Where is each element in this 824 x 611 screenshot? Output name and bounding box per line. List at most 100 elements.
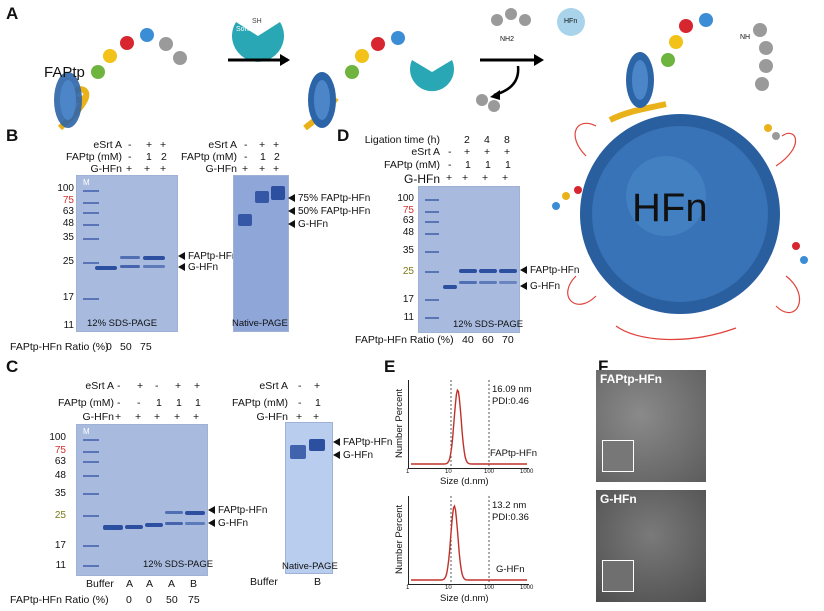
gly-chain-top <box>491 8 585 36</box>
c-ratio-2: 50 <box>166 594 178 606</box>
panel-letter-e: E <box>384 357 396 376</box>
bn-val-2-1: + <box>259 163 266 175</box>
c-val-1-2: 1 <box>156 397 162 409</box>
d-val-2-0: 1 <box>465 159 471 171</box>
b-mw-11: 11 <box>63 320 74 331</box>
residue-chain-1 <box>91 28 187 79</box>
d-row-label-faptp: FAPtp (mM) <box>383 159 440 171</box>
bn-band-75 <box>271 186 285 200</box>
c-band-lane4-top <box>165 511 183 514</box>
c-row-label-faptp: FAPtp (mM) <box>57 397 114 409</box>
c-band-lane5-bot <box>185 522 205 525</box>
b-sds-caption: 12% SDS-PAGE <box>87 318 158 329</box>
reaction-arrow-2 <box>480 54 544 66</box>
b-mw-100: 100 <box>57 183 74 194</box>
bn-val-1-2: 2 <box>274 151 280 163</box>
cn-row-label-esrt: eSrt A <box>259 380 288 392</box>
e-bottom-tick-100: 100 <box>484 585 495 591</box>
d-band-lane4-bot <box>499 281 517 284</box>
panel-letter-f: F <box>598 357 609 376</box>
c-val-1-0: - <box>117 397 121 409</box>
b-band-faptp-lane2 <box>120 256 140 259</box>
b-val-2-1: + <box>144 163 151 175</box>
d-band-lane2-bot <box>459 281 477 284</box>
f-bottom-em: G-HFn <box>596 490 706 602</box>
e-top-name: FAPtp-HFn <box>490 448 537 459</box>
b-band-ghfn-lane2 <box>120 265 140 268</box>
c-arrow-faptp: FAPtp-HFn <box>208 505 267 516</box>
e-top-ylabel: Number Percent <box>394 388 405 458</box>
b-val-1-2: 2 <box>161 151 167 163</box>
c-native-caption: Native-PAGE <box>282 561 338 572</box>
bn-val-2-0: + <box>242 163 249 175</box>
cn-val-0-0: - <box>298 380 302 392</box>
b-val-0-0: - <box>128 139 132 151</box>
d-ratio-0: 40 <box>462 334 474 346</box>
curved-release-arrow-icon <box>490 65 520 100</box>
d-val-3-1: + <box>482 172 489 184</box>
c-row-label-ghfn: G-HFn <box>82 411 115 423</box>
c-mw-63: 63 <box>54 456 66 467</box>
d-mw-35: 35 <box>402 245 414 256</box>
bn-band-ghfn <box>238 214 252 226</box>
faptp-helix-3 <box>608 13 773 123</box>
b-mw-63: 63 <box>62 206 74 217</box>
c-sds-gel: M 12% SDS-PAGE <box>76 424 213 576</box>
d-band-lane3-top <box>479 269 497 273</box>
cn-row-label-ghfn: G-HFn <box>256 411 289 423</box>
d-band-lane1 <box>443 285 457 289</box>
e-bottom-xlabel: Size (d.nm) <box>440 593 489 604</box>
d-mw-75: 75 <box>402 205 414 216</box>
d-ratio-2: 70 <box>502 334 514 346</box>
cn-band-faptp <box>309 439 325 451</box>
c-mw-35: 35 <box>54 488 66 499</box>
cn-val-2-0: + <box>296 411 303 423</box>
b-val-1-1: 1 <box>146 151 152 163</box>
sh-label: SH <box>252 18 262 25</box>
d-val-3-0: + <box>462 172 469 184</box>
d-sds-caption: 12% SDS-PAGE <box>453 319 524 330</box>
c-native-gel: Native-PAGE <box>282 422 338 574</box>
c-ratio-0: 0 <box>126 594 132 606</box>
b-row-label-esrt: eSrt A <box>93 139 122 151</box>
d-val-0-0: 2 <box>464 134 470 146</box>
c-val-1-1: - <box>137 397 141 409</box>
c-band-lane3 <box>145 523 163 527</box>
c-band-lane1 <box>103 525 123 530</box>
d-val-1-1: + <box>484 146 491 158</box>
c-lane-4: B <box>190 578 198 590</box>
d-mw-63: 63 <box>402 215 414 226</box>
c-band-lane4-bot <box>165 522 183 525</box>
bn-val-1-0: - <box>244 151 248 163</box>
bn-val-0-2: + <box>273 139 280 151</box>
cn-row-label-faptp: FAPtp (mM) <box>231 397 288 409</box>
bn-val-0-1: + <box>259 139 266 151</box>
bn-val-1-1: 1 <box>260 151 266 163</box>
b-band-ghfn-lane3 <box>143 265 165 268</box>
c-lane-1: A <box>126 578 134 590</box>
c-lane-0: Buffer <box>86 578 114 590</box>
bn-arrow-ghfn: G-HFn <box>288 219 328 230</box>
b-band-faptp-lane3 <box>143 256 165 260</box>
panel-letter-b: B <box>6 126 19 145</box>
d-val-1-0: + <box>464 146 471 158</box>
e-top-tick-1000: 1000 <box>520 469 534 475</box>
c-mw-11: 11 <box>55 560 66 571</box>
c-mw-25: 25 <box>54 510 66 521</box>
e-top-size: 16.09 nm <box>492 384 532 395</box>
d-val-3-2: + <box>502 172 509 184</box>
d-band-lane3-bot <box>479 281 497 284</box>
bn-row-label-ghfn: G-HFn <box>205 163 238 175</box>
c-ratio-3: 75 <box>188 594 200 606</box>
c-band-lane2 <box>125 525 143 529</box>
d-band-lane4-top <box>499 269 517 273</box>
reaction-arrow-1 <box>228 54 290 66</box>
cn-val-0-1: + <box>314 380 321 392</box>
b-row-label-ghfn: G-HFn <box>90 163 123 175</box>
d-val-2-1: 1 <box>485 159 491 171</box>
b-mw-25: 25 <box>62 256 74 267</box>
b-mw-17: 17 <box>62 292 74 303</box>
schematic-a <box>54 8 773 130</box>
c-lane-2: A <box>146 578 154 590</box>
hfn-small-label: HFn <box>564 18 578 25</box>
